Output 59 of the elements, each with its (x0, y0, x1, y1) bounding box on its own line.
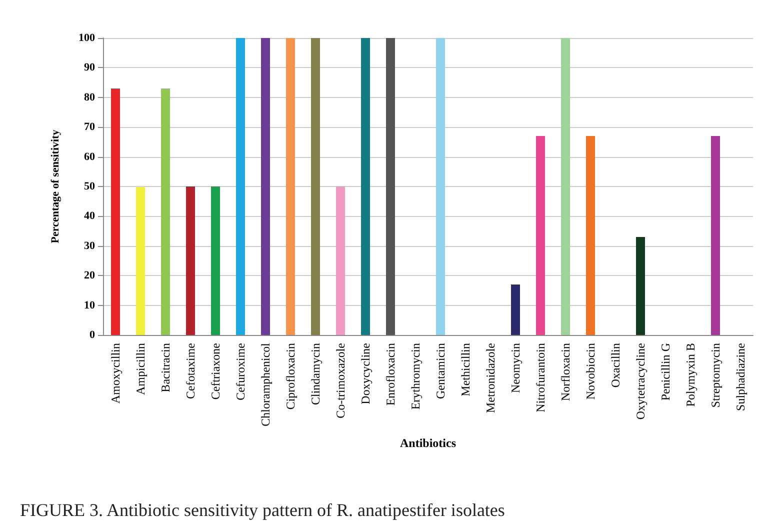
x-tick-label: Bacitracin (158, 343, 172, 392)
x-tick-label: Chloramphenicol (258, 342, 272, 426)
x-tick-label: Erythromycin (408, 343, 422, 410)
x-tick-label: Sulphadiazine (734, 343, 748, 411)
x-tick-label: Penicillin G (658, 342, 672, 401)
x-tick-label: Clindamycin (308, 343, 322, 405)
bar (186, 186, 195, 335)
x-tick-label: Amoxycillin (108, 343, 122, 404)
x-tick-label: Enrofloxacin (384, 343, 398, 406)
y-tick-label: 10 (84, 299, 96, 312)
bar (436, 38, 445, 335)
y-tick-label: 30 (84, 240, 96, 252)
bar (336, 186, 345, 335)
y-tick-label: 100 (78, 32, 96, 44)
y-axis-title: Percentage of sensitivity (50, 129, 62, 244)
x-tick-label: Polymyxin B (684, 343, 698, 407)
y-tick-label: 20 (84, 270, 96, 282)
bar (561, 38, 570, 335)
x-tick-label: Ciprofloxacin (284, 343, 298, 410)
x-tick-label: Neomycin (508, 343, 522, 393)
x-tick-label: Cefuroxime (234, 343, 248, 400)
x-tick-label: Metronidazole (484, 343, 498, 413)
bar (711, 136, 720, 335)
x-tick-label: Oxytetracycline (634, 343, 648, 420)
x-tick-label: Co-trimoxazole (334, 343, 348, 418)
bar (286, 38, 295, 335)
bar (386, 38, 395, 335)
y-tick-label: 60 (84, 150, 96, 163)
x-tick-label: Doxycycline (358, 343, 372, 404)
bar (361, 38, 370, 335)
bar (161, 88, 170, 335)
caption: FIGURE 3. Antibiotic sensitivity pattern of R. anatipestifer isolates (20, 500, 505, 520)
x-tick-label: Nitrofurantoin (534, 343, 548, 412)
x-tick-label: Norfloxacin (558, 343, 572, 401)
y-tick-label: 90 (84, 62, 96, 74)
x-tick-label: Ampicillin (134, 343, 148, 395)
y-tick-label: 70 (84, 121, 96, 134)
bar (261, 38, 270, 335)
y-tick-label: 50 (84, 180, 96, 192)
bar (536, 136, 545, 335)
x-tick-label: Streptomycin (708, 343, 722, 408)
x-tick-label: Ceftriaxone (208, 343, 222, 400)
bar (311, 38, 320, 335)
x-tick-label: Oxacillin (608, 343, 622, 388)
x-tick-label: Gentamicin (434, 343, 448, 399)
x-axis-title: Antibiotics (400, 436, 456, 450)
y-tick-label: 0 (90, 329, 96, 341)
bar (136, 186, 145, 335)
x-tick-label: Methicillin (458, 343, 472, 396)
bar (636, 236, 645, 335)
bar (511, 284, 520, 335)
y-tick-label: 40 (84, 210, 96, 222)
bar (236, 38, 245, 335)
x-tick-label: Novobiocin (584, 343, 598, 400)
bar (586, 136, 595, 335)
y-tick-label: 80 (84, 91, 96, 104)
x-tick-label: Cefotaxime (184, 343, 198, 399)
bar (111, 88, 120, 335)
bar (211, 186, 220, 335)
